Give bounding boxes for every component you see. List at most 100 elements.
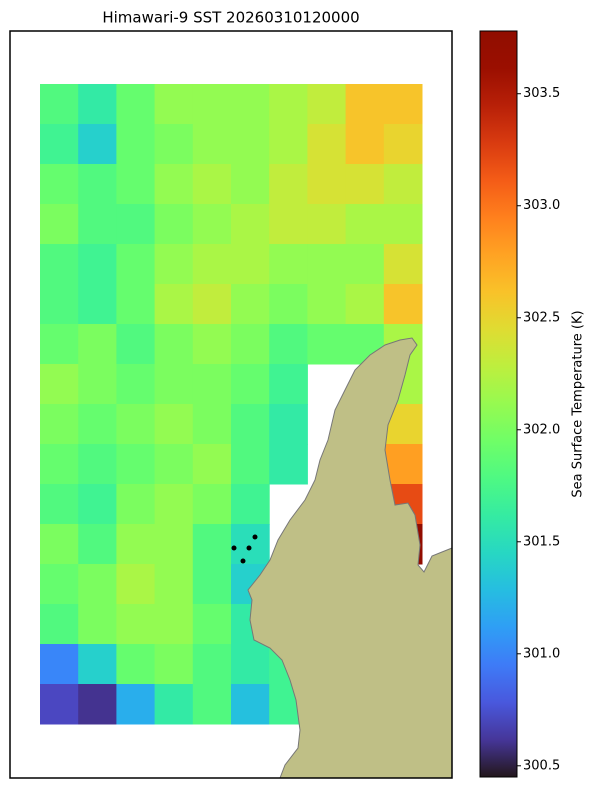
cell (383, 244, 423, 285)
cell (154, 444, 194, 485)
cell (78, 324, 117, 365)
cell (307, 124, 347, 165)
station (240, 558, 246, 564)
cell (154, 284, 194, 325)
cell (116, 484, 156, 525)
cell (78, 164, 117, 205)
cell (40, 604, 79, 645)
cell (78, 364, 117, 405)
cell (192, 364, 232, 405)
station (231, 545, 237, 551)
cell (383, 84, 423, 125)
cell (231, 284, 270, 325)
cell (231, 644, 270, 685)
cell (154, 684, 194, 725)
cell (116, 404, 156, 445)
cell (345, 124, 385, 165)
colorbar (479, 30, 518, 778)
cell (78, 484, 117, 525)
cell (231, 364, 270, 405)
cell (116, 164, 156, 205)
cell (40, 164, 79, 205)
cell (116, 684, 156, 725)
chart-title: Himawari-9 SST 20260310120000 (102, 9, 359, 27)
colorbar-tick-label: 301.5 (523, 534, 560, 549)
cell (154, 564, 194, 605)
cell (78, 564, 117, 605)
colorbar-tick-label: 303.5 (523, 86, 560, 101)
cell (269, 284, 308, 325)
cell (40, 684, 79, 725)
map-frame (9, 30, 453, 779)
cell (192, 644, 232, 685)
cell (192, 284, 232, 325)
cell (383, 164, 423, 205)
cell (40, 484, 79, 525)
cell (269, 84, 308, 125)
cell (154, 124, 194, 165)
cell (269, 364, 308, 405)
cell (383, 284, 423, 325)
cell (116, 364, 156, 405)
cell (231, 684, 270, 725)
cell (307, 204, 347, 245)
cell (116, 644, 156, 685)
cell (78, 284, 117, 325)
cell (78, 244, 117, 285)
cell (78, 404, 117, 445)
cell (154, 164, 194, 205)
cell (192, 84, 232, 125)
cell (154, 604, 194, 645)
cell (40, 284, 79, 325)
cell (78, 604, 117, 645)
cell (154, 484, 194, 525)
colorbar-tick-label: 301.0 (523, 646, 560, 661)
cell (116, 564, 156, 605)
cell (40, 364, 79, 405)
cell (78, 84, 117, 125)
cell (269, 124, 308, 165)
cell (192, 164, 232, 205)
cell (269, 324, 308, 365)
cell (154, 244, 194, 285)
stations (231, 534, 258, 564)
cell (192, 244, 232, 285)
cell (269, 164, 308, 205)
cell (78, 524, 117, 565)
cell (154, 524, 194, 565)
cell (154, 364, 194, 405)
cell (154, 404, 194, 445)
cell (116, 204, 156, 245)
cell (231, 84, 270, 125)
cell (78, 644, 117, 685)
colorbar-tick-label: 302.5 (523, 310, 560, 325)
cell (307, 164, 347, 205)
cell (116, 524, 156, 565)
cell (116, 444, 156, 485)
cell (40, 204, 79, 245)
colorbar-tick-label: 300.5 (523, 758, 560, 773)
cell (40, 324, 79, 365)
heatmap (40, 84, 423, 725)
cell (231, 204, 270, 245)
cell (192, 204, 232, 245)
cell (116, 124, 156, 165)
cell (78, 124, 117, 165)
cell (192, 444, 232, 485)
cell (192, 564, 232, 605)
cell (78, 684, 117, 725)
cell (40, 124, 79, 165)
colorbar-label: Sea Surface Temperature (K) (571, 310, 586, 497)
cell (231, 484, 270, 525)
cell (40, 404, 79, 445)
land (247, 337, 453, 779)
cell (40, 564, 79, 605)
cell (345, 84, 385, 125)
cell (192, 604, 232, 645)
cell (116, 324, 156, 365)
cell (116, 84, 156, 125)
cell (78, 204, 117, 245)
cell (231, 124, 270, 165)
station (252, 534, 258, 540)
cell (383, 444, 423, 485)
